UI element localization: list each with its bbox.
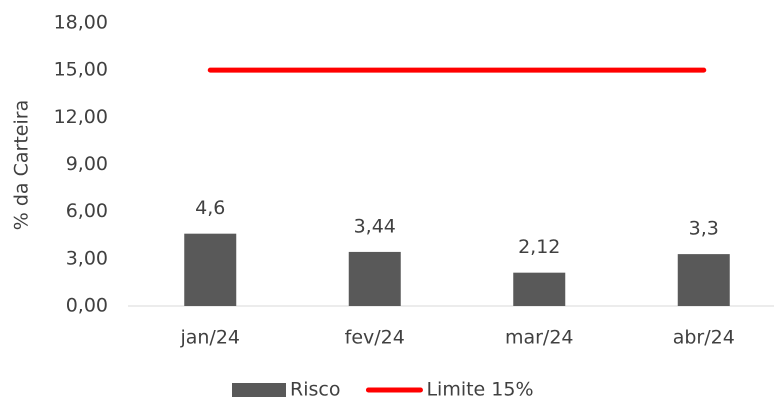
data-label: 3,44: [354, 215, 396, 237]
y-tick-label: 6,00: [66, 200, 108, 222]
legend-swatch: [232, 383, 286, 397]
y-tick-label: 0,00: [66, 295, 108, 317]
bar: [513, 272, 566, 306]
data-label: 2,12: [518, 236, 560, 258]
x-tick-label: fev/24: [345, 327, 405, 349]
y-tick-label: 9,00: [66, 153, 108, 175]
bar: [348, 251, 401, 306]
y-tick-label: 18,00: [54, 12, 108, 34]
bar: [184, 233, 237, 306]
x-tick-label: mar/24: [505, 327, 574, 349]
bar: [677, 254, 730, 306]
data-label: 3,3: [689, 218, 719, 240]
legend-label: Risco: [290, 379, 340, 401]
y-tick-label: 15,00: [54, 59, 108, 81]
x-tick-label: jan/24: [179, 327, 240, 349]
y-axis-label: % da Carteira: [11, 100, 33, 230]
data-label: 4,6: [195, 197, 225, 219]
legend-label: Limite 15%: [426, 379, 533, 401]
y-tick-label: 12,00: [54, 106, 108, 128]
x-tick-label: abr/24: [673, 327, 735, 349]
y-tick-label: 3,00: [66, 247, 108, 269]
